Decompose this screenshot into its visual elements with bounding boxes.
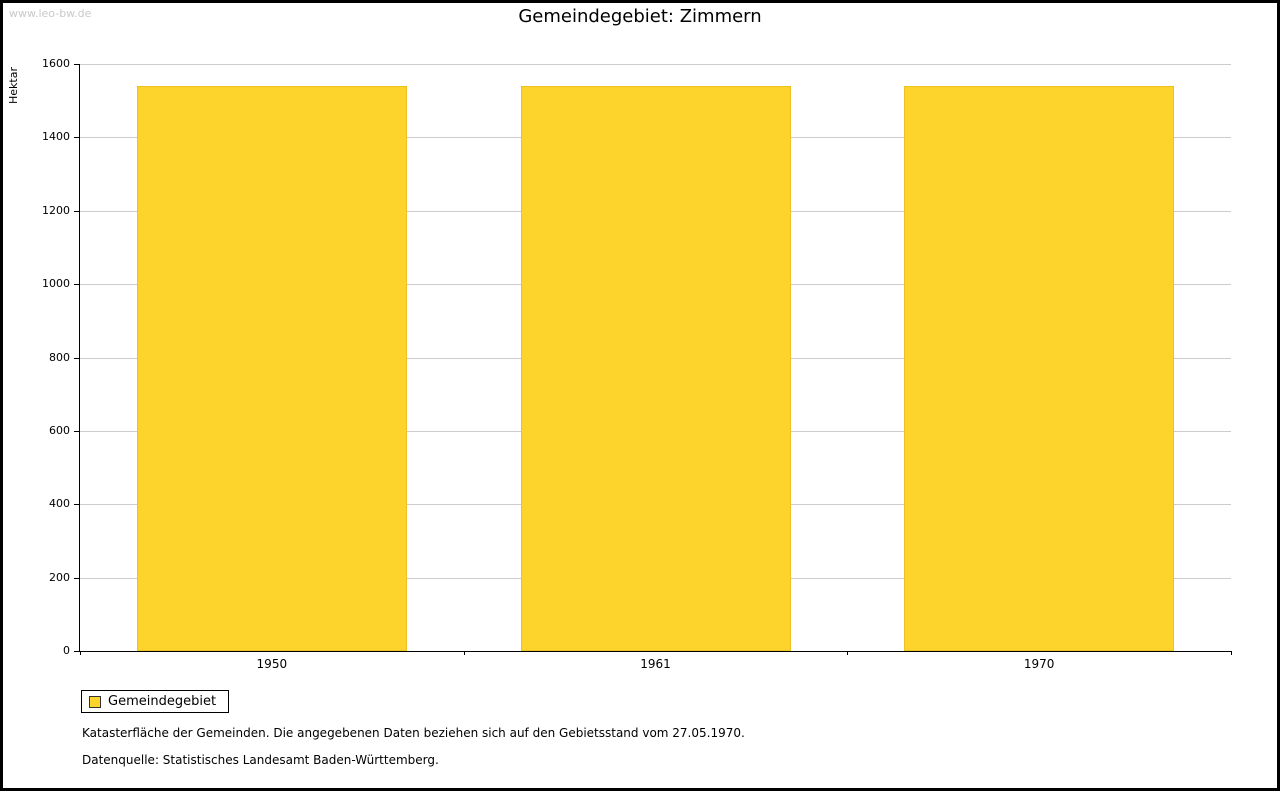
x-tick-label-1950: 1950 bbox=[256, 657, 288, 671]
y-tick-label-0: 0 bbox=[63, 644, 70, 657]
y-tick-label-800: 800 bbox=[49, 350, 70, 364]
x-axis-tick-1 bbox=[464, 651, 465, 655]
x-axis-tick-2 bbox=[847, 651, 848, 655]
bar-1950 bbox=[137, 85, 407, 651]
y-axis-tick-1200 bbox=[74, 210, 79, 212]
legend: Gemeindegebiet bbox=[81, 690, 230, 713]
watermark-text: www.leo-bw.de bbox=[9, 7, 92, 20]
legend-swatch bbox=[89, 695, 101, 708]
y-axis-title: Hektar bbox=[7, 67, 20, 104]
y-tick-label-600: 600 bbox=[49, 423, 70, 437]
y-tick-label-1400: 1400 bbox=[42, 130, 70, 144]
y-axis-tick-1600 bbox=[74, 64, 79, 65]
x-axis-tick-3 bbox=[1231, 651, 1232, 655]
x-axis-tick-0 bbox=[80, 651, 81, 655]
y-tick-label-200: 200 bbox=[49, 570, 70, 584]
y-axis-tick-600 bbox=[74, 430, 79, 432]
y-tick-label-1600: 1600 bbox=[42, 57, 70, 70]
bar-1970 bbox=[904, 85, 1174, 651]
legend-label: Gemeindegebiet bbox=[108, 694, 217, 709]
gridline-1600 bbox=[80, 64, 1231, 65]
x-tick-label-1961: 1961 bbox=[640, 657, 671, 671]
y-tick-label-1200: 1200 bbox=[42, 203, 70, 217]
plot-area: 0 200 400 600 800 1000 1200 1400 1600 1950 1961 197… bbox=[42, 57, 1232, 671]
y-tick-label-1000: 1000 bbox=[42, 277, 70, 291]
chart-title: Gemeindegebiet: Zimmern bbox=[518, 6, 762, 27]
y-axis-tick-0 bbox=[74, 651, 79, 652]
x-tick-label-1970: 1970 bbox=[1023, 657, 1055, 671]
y-tick-label-400: 400 bbox=[49, 497, 70, 511]
y-axis-tick-800 bbox=[74, 357, 79, 359]
y-axis-tick-200 bbox=[74, 577, 79, 579]
y-axis-tick-1400 bbox=[74, 137, 79, 139]
y-axis-tick-1000 bbox=[74, 284, 79, 286]
y-axis-tick-400 bbox=[74, 504, 79, 506]
footnote-source-note: Katasterfläche der Gemeinden. Die angege… bbox=[82, 726, 745, 740]
footnote-data-source: Datenquelle: Statistisches Landesamt Bad… bbox=[82, 753, 439, 767]
bar-1961 bbox=[521, 85, 791, 651]
